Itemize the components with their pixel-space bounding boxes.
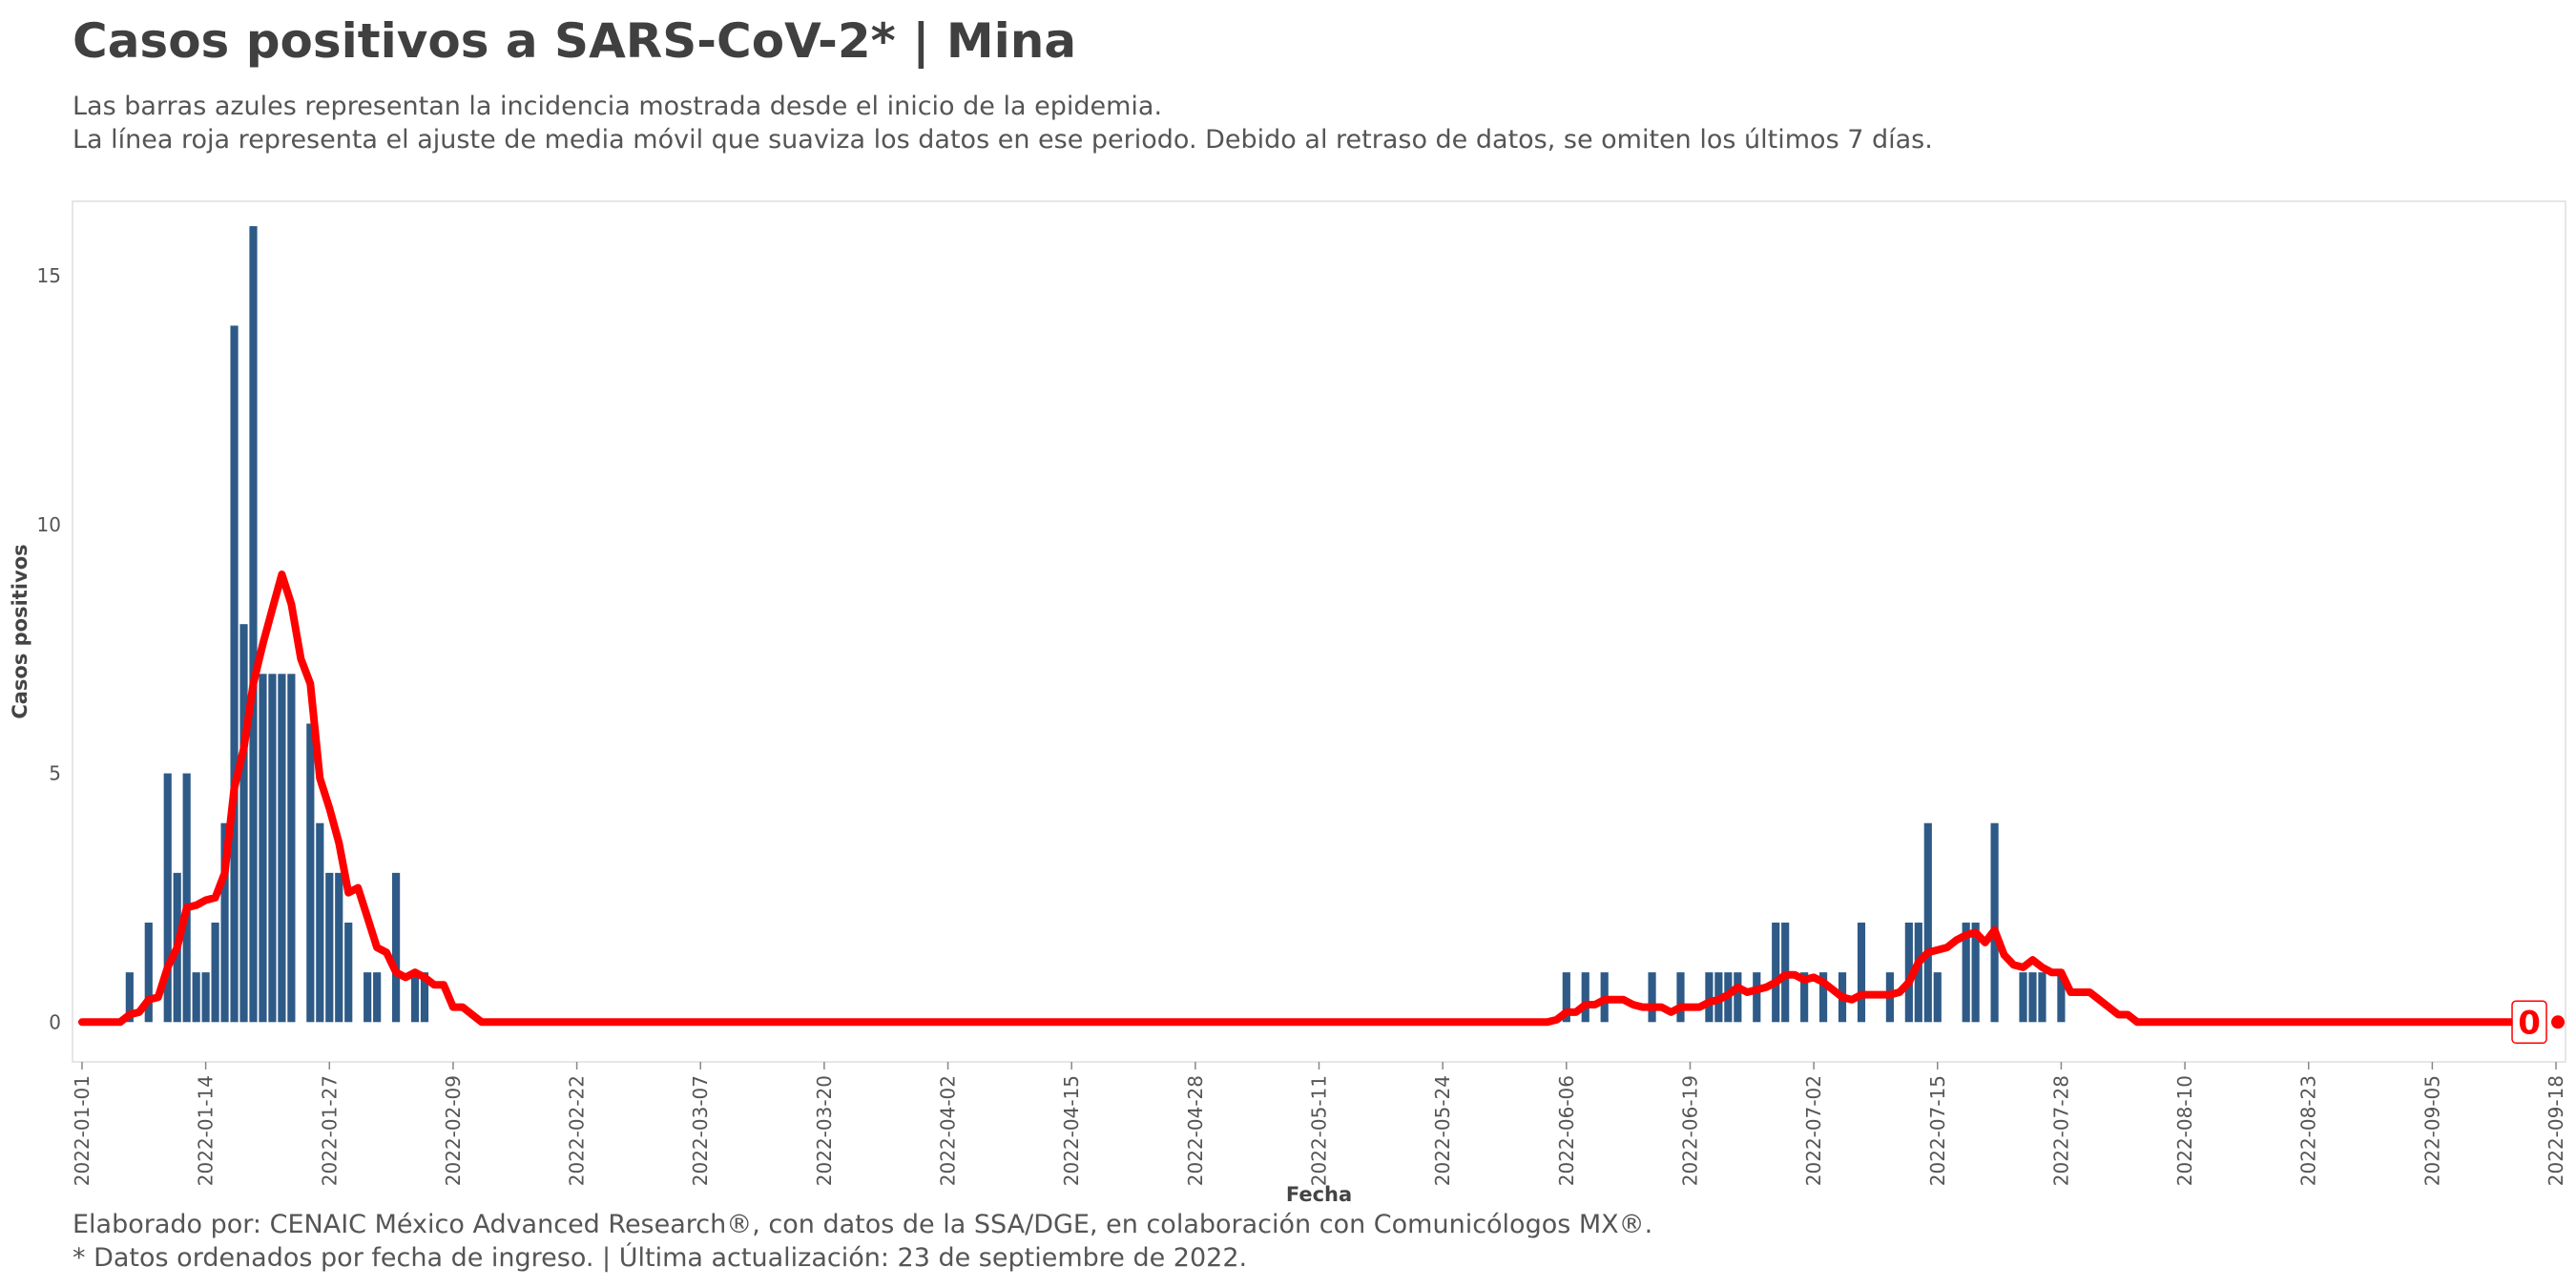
chart-title: Casos positivos a SARS-CoV-2* | Mina bbox=[73, 13, 1077, 69]
bar bbox=[1904, 923, 1913, 1023]
bar bbox=[1914, 923, 1922, 1023]
bar bbox=[192, 972, 200, 1023]
y-tick-label: 5 bbox=[49, 762, 61, 785]
y-axis-label: Casos positivos bbox=[9, 544, 31, 718]
bar bbox=[1990, 822, 1999, 1023]
caption-note: * Datos ordenados por fecha de ingreso. … bbox=[73, 1243, 1248, 1273]
x-tick-label: 2022-01-14 bbox=[195, 1075, 218, 1186]
x-tick-label: 2022-07-02 bbox=[1802, 1075, 1825, 1186]
bar bbox=[420, 972, 429, 1023]
bar bbox=[306, 723, 315, 1023]
bar bbox=[1676, 972, 1685, 1023]
end-value-label: 0 bbox=[2518, 1004, 2541, 1042]
plot-panel bbox=[72, 200, 2566, 1063]
bar bbox=[344, 923, 353, 1023]
bar bbox=[259, 674, 267, 1023]
bar bbox=[287, 674, 296, 1023]
bar bbox=[182, 773, 191, 1023]
bar bbox=[1562, 972, 1570, 1023]
x-tick-label: 2022-04-02 bbox=[937, 1075, 960, 1186]
bar bbox=[1734, 972, 1742, 1023]
chart-subtitle-line-2: La línea roja representa el ajuste de me… bbox=[73, 125, 1933, 155]
x-tick-label: 2022-01-01 bbox=[71, 1075, 93, 1186]
bar bbox=[1753, 972, 1761, 1023]
x-tick-label: 2022-01-27 bbox=[318, 1075, 341, 1186]
bar bbox=[2057, 972, 2066, 1023]
caption-credit: Elaborado por: CENAIC México Advanced Re… bbox=[73, 1210, 1653, 1239]
x-tick-label: 2022-02-22 bbox=[566, 1075, 589, 1186]
bar bbox=[2028, 972, 2037, 1023]
bar bbox=[1923, 822, 1932, 1023]
x-tick-label: 2022-09-18 bbox=[2545, 1075, 2567, 1186]
y-tick-label: 0 bbox=[49, 1010, 61, 1033]
bar bbox=[1971, 923, 1980, 1023]
bar bbox=[2019, 972, 2027, 1023]
x-tick-label: 2022-08-23 bbox=[2297, 1075, 2320, 1186]
bar bbox=[268, 674, 277, 1023]
bar bbox=[220, 822, 229, 1023]
y-axis-ticks: 0 5 10 15 bbox=[37, 264, 61, 1033]
bar bbox=[325, 872, 334, 1023]
bar bbox=[410, 972, 420, 1023]
x-tick-label: 2022-03-07 bbox=[689, 1075, 712, 1186]
bar bbox=[2038, 972, 2046, 1023]
x-tick-label: 2022-09-05 bbox=[2420, 1075, 2443, 1186]
bar bbox=[373, 972, 382, 1023]
x-axis-ticks: 2022-01-01 2022-01-14 2022-01-27 2022-02-09… bbox=[71, 1062, 2567, 1186]
x-tick-label: 2022-03-20 bbox=[813, 1075, 836, 1186]
bar bbox=[1772, 923, 1780, 1023]
end-point bbox=[2551, 1015, 2566, 1029]
bar bbox=[239, 624, 248, 1023]
bar bbox=[392, 872, 401, 1023]
x-tick-label: 2022-06-19 bbox=[1678, 1075, 1701, 1186]
bar bbox=[163, 773, 172, 1023]
chart-subtitle-line-1: Las barras azules representan la inciden… bbox=[73, 92, 1163, 121]
bar bbox=[1962, 923, 1970, 1023]
x-tick-label: 2022-05-24 bbox=[1431, 1075, 1454, 1186]
bar bbox=[144, 923, 153, 1023]
end-value-box bbox=[2511, 1000, 2547, 1045]
bar bbox=[278, 674, 286, 1023]
x-axis-label: Fecha bbox=[1286, 1183, 1352, 1206]
x-tick-label: 2022-07-15 bbox=[1926, 1075, 1949, 1186]
bar bbox=[335, 872, 343, 1023]
bar bbox=[1857, 923, 1866, 1023]
bar bbox=[211, 923, 219, 1023]
end-value-marker: 0 bbox=[2511, 1000, 2566, 1045]
bar bbox=[1581, 972, 1589, 1023]
bar bbox=[125, 972, 134, 1023]
x-tick-label: 2022-04-28 bbox=[1184, 1075, 1207, 1186]
y-tick-label: 10 bbox=[37, 513, 61, 536]
x-tick-label: 2022-02-09 bbox=[442, 1075, 465, 1186]
bar bbox=[230, 325, 239, 1023]
bar bbox=[316, 822, 324, 1023]
x-tick-label: 2022-07-28 bbox=[2049, 1075, 2072, 1186]
bar bbox=[1705, 972, 1714, 1023]
x-tick-label: 2022-04-15 bbox=[1060, 1075, 1083, 1186]
bar bbox=[249, 226, 258, 1023]
bar bbox=[1648, 972, 1656, 1023]
bar bbox=[201, 972, 210, 1023]
x-tick-label: 2022-06-06 bbox=[1555, 1075, 1578, 1186]
bar bbox=[1818, 972, 1828, 1023]
moving-average-line bbox=[78, 571, 2542, 1027]
bar bbox=[1800, 972, 1809, 1023]
x-tick-label: 2022-08-10 bbox=[2173, 1075, 2196, 1186]
y-tick-label: 15 bbox=[37, 264, 61, 287]
bar bbox=[1933, 972, 1942, 1023]
bar bbox=[364, 972, 372, 1023]
x-tick-label: 2022-05-11 bbox=[1308, 1075, 1331, 1186]
